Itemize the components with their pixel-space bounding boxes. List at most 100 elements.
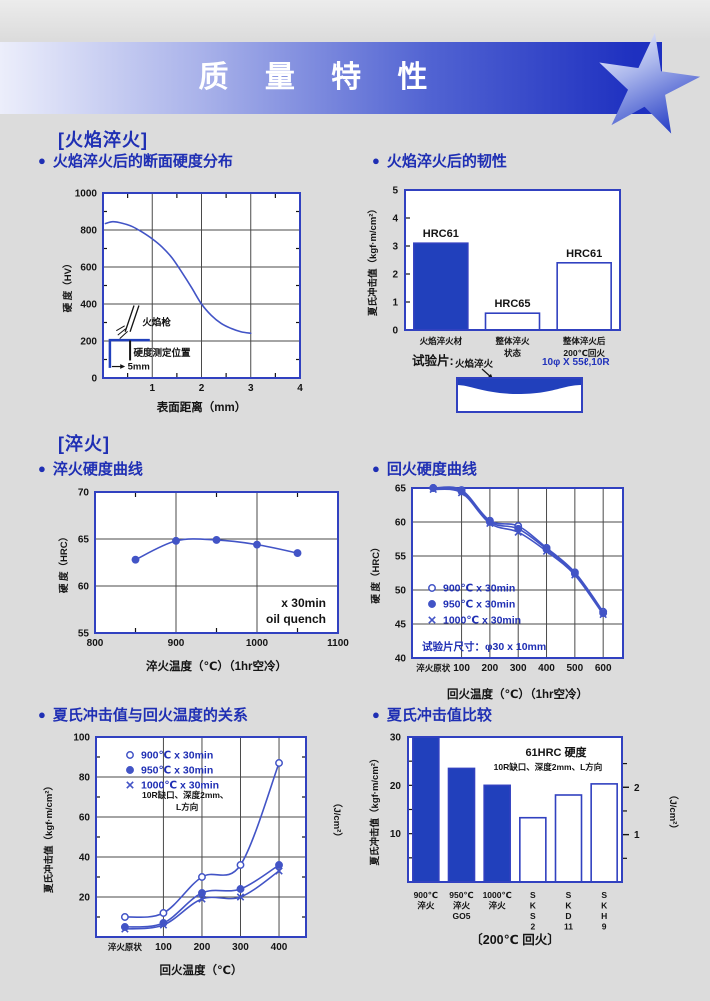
svg-text:D: D bbox=[565, 911, 571, 921]
svg-text:2: 2 bbox=[634, 783, 640, 794]
svg-text:硬 度（HRC）: 硬 度（HRC） bbox=[370, 542, 382, 603]
svg-text:100: 100 bbox=[453, 663, 470, 674]
svg-text:整体淬火后: 整体淬火后 bbox=[563, 336, 606, 346]
svg-text:11: 11 bbox=[564, 922, 573, 932]
svg-text:100: 100 bbox=[73, 733, 90, 744]
heading-text: 火焰淬火后的断面硬度分布 bbox=[52, 153, 233, 170]
heading-impact-compare: ● 夏氏冲击值比较 bbox=[372, 704, 492, 725]
svg-text:0: 0 bbox=[91, 374, 97, 385]
svg-text:10φ X 55ℓ,10R: 10φ X 55ℓ,10R bbox=[542, 357, 610, 368]
test-piece-diagram: 试验片: 火焰淬火 10φ X 55ℓ,10R bbox=[412, 353, 610, 413]
chart-flame-hardness-profile: 0 200 400 600 800 1000 1 2 3 4 硬 度（HV） 表面距离（mm） 火焰枪硬… bbox=[62, 189, 303, 415]
bullet-icon: ● bbox=[372, 707, 380, 722]
svg-text:2: 2 bbox=[392, 270, 398, 281]
svg-text:50: 50 bbox=[395, 586, 407, 597]
svg-text:80: 80 bbox=[79, 773, 91, 784]
svg-text:40: 40 bbox=[79, 853, 91, 864]
svg-text:100: 100 bbox=[155, 942, 172, 953]
svg-text:试验片尺寸：φ30 x 10mm: 试验片尺寸：φ30 x 10mm bbox=[422, 640, 546, 653]
svg-text:1000℃ x 30min: 1000℃ x 30min bbox=[443, 615, 521, 627]
svg-text:1: 1 bbox=[392, 298, 398, 309]
svg-text:1100: 1100 bbox=[327, 638, 349, 649]
svg-text:70: 70 bbox=[78, 488, 90, 499]
svg-text:火焰淬火: 火焰淬火 bbox=[455, 358, 494, 370]
svg-text:55: 55 bbox=[395, 552, 407, 563]
svg-text:L方向: L方向 bbox=[176, 802, 198, 812]
svg-text:oil quench: oil quench bbox=[266, 612, 326, 626]
svg-text:200℃回火: 200℃回火 bbox=[563, 348, 605, 358]
svg-text:40: 40 bbox=[395, 654, 407, 665]
svg-text:1000℃: 1000℃ bbox=[483, 890, 512, 900]
svg-text:61HRC 硬度: 61HRC 硬度 bbox=[525, 745, 587, 759]
svg-text:硬度测定位置: 硬度测定位置 bbox=[134, 347, 192, 359]
heading-text: 淬火硬度曲线 bbox=[52, 461, 143, 478]
svg-text:状态: 状态 bbox=[504, 348, 522, 358]
svg-text:300: 300 bbox=[232, 942, 249, 953]
svg-text:20: 20 bbox=[79, 893, 91, 904]
svg-text:950℃ x 30min: 950℃ x 30min bbox=[141, 765, 213, 777]
heading-text: 回火硬度曲线 bbox=[386, 461, 477, 478]
svg-text:20: 20 bbox=[390, 781, 402, 792]
bullet-icon: ● bbox=[38, 707, 46, 722]
svg-text:10: 10 bbox=[390, 829, 402, 840]
chart-quench-hardness: 55 60 65 70 800 900 1000 1100 硬 度（HRC） 淬火温度（℃）（1h… bbox=[58, 488, 349, 674]
svg-text:800: 800 bbox=[87, 638, 104, 649]
svg-text:1000℃ x 30min: 1000℃ x 30min bbox=[141, 780, 219, 792]
bullet-icon: ● bbox=[38, 461, 46, 476]
svg-text:800: 800 bbox=[80, 226, 97, 237]
svg-text:9: 9 bbox=[602, 922, 607, 932]
svg-text:1: 1 bbox=[149, 383, 155, 394]
svg-text:〔200℃ 回火〕: 〔200℃ 回火〕 bbox=[470, 932, 559, 947]
svg-text:回火温度（℃）（1hr空冷）: 回火温度（℃）（1hr空冷） bbox=[447, 687, 588, 701]
svg-text:60: 60 bbox=[78, 582, 90, 593]
svg-text:表面距离（mm）: 表面距离（mm） bbox=[156, 400, 246, 414]
svg-text:65: 65 bbox=[395, 484, 407, 495]
svg-text:K: K bbox=[530, 901, 537, 911]
svg-text:夏氏冲击值（kgf·m/cm²）: 夏氏冲击值（kgf·m/cm²） bbox=[43, 781, 55, 894]
svg-text:淬火原状: 淬火原状 bbox=[416, 663, 451, 673]
svg-text:55: 55 bbox=[78, 629, 90, 640]
heading-hardness-profile: ● 火焰淬火后的断面硬度分布 bbox=[38, 150, 233, 171]
section-label-quench: [淬火] bbox=[58, 434, 110, 454]
svg-text:400: 400 bbox=[538, 663, 555, 674]
svg-text:S: S bbox=[601, 890, 607, 900]
star-icon bbox=[599, 32, 701, 134]
svg-text:S: S bbox=[530, 911, 536, 921]
svg-text:5: 5 bbox=[392, 186, 398, 197]
title-banner bbox=[0, 42, 662, 114]
svg-text:淬火: 淬火 bbox=[489, 901, 507, 911]
svg-text:200: 200 bbox=[194, 942, 211, 953]
svg-text:300: 300 bbox=[510, 663, 527, 674]
svg-text:整体淬火: 整体淬火 bbox=[495, 336, 530, 346]
svg-text:900℃ x 30min: 900℃ x 30min bbox=[443, 583, 515, 595]
svg-text:夏氏冲击值（kgf·m/cm²）: 夏氏冲击值（kgf·m/cm²） bbox=[369, 754, 381, 867]
svg-text:950℃ x 30min: 950℃ x 30min bbox=[443, 599, 515, 611]
page-title: 质 量 特 性 bbox=[198, 61, 442, 94]
svg-text:（J/cm²）: （J/cm²） bbox=[667, 790, 679, 834]
svg-text:3: 3 bbox=[392, 242, 398, 253]
svg-text:950℃: 950℃ bbox=[449, 890, 473, 900]
heading-impact-temper: ● 夏氏冲击值与回火温度的关系 bbox=[38, 704, 248, 725]
svg-text:S: S bbox=[530, 890, 536, 900]
svg-text:65: 65 bbox=[78, 535, 90, 546]
bullet-icon: ● bbox=[38, 153, 46, 168]
heading-quench-hardness: ● 淬火硬度曲线 bbox=[38, 458, 143, 479]
svg-text:60: 60 bbox=[395, 518, 407, 529]
heading-text: 夏氏冲击值比较 bbox=[386, 707, 492, 724]
svg-text:x 30min: x 30min bbox=[281, 596, 326, 610]
svg-text:4: 4 bbox=[392, 214, 398, 225]
bullet-icon: ● bbox=[372, 461, 380, 476]
svg-text:30: 30 bbox=[390, 733, 402, 744]
heading-temper-hardness: ● 回火硬度曲线 bbox=[372, 458, 477, 479]
section-label-flame-quench: [火焰淬火] bbox=[58, 130, 148, 150]
svg-text:900℃ x 30min: 900℃ x 30min bbox=[141, 750, 213, 762]
svg-text:1000: 1000 bbox=[246, 638, 269, 649]
svg-text:400: 400 bbox=[271, 942, 288, 953]
svg-text:火焰枪: 火焰枪 bbox=[142, 317, 171, 329]
svg-text:淬火: 淬火 bbox=[417, 901, 435, 911]
svg-text:10R缺口、深度2mm、: 10R缺口、深度2mm、 bbox=[142, 790, 228, 800]
svg-text:10R缺口、深度2mm、L方向: 10R缺口、深度2mm、L方向 bbox=[494, 762, 603, 772]
svg-text:淬火原状: 淬火原状 bbox=[108, 942, 143, 952]
